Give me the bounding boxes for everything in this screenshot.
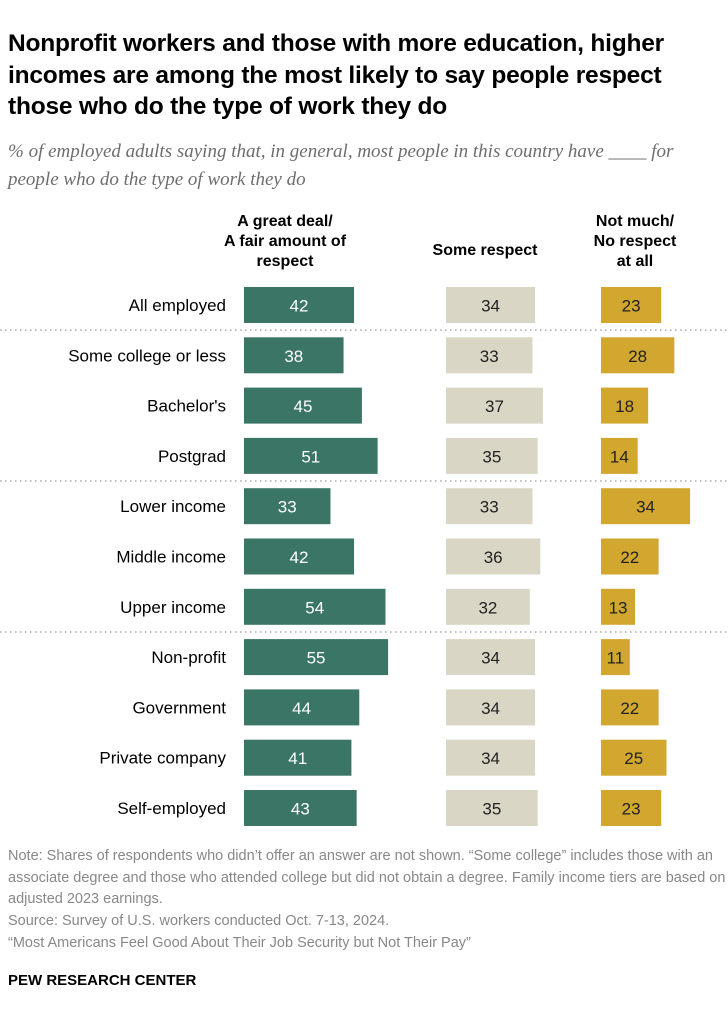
data-label: 11 [607,649,625,668]
category-label: Self-employed [117,799,226,818]
data-label: 43 [291,800,310,819]
category-label: Private company [99,749,226,768]
data-label: 33 [278,498,297,517]
data-label: 22 [620,548,639,567]
report-title: “Most Americans Feel Good About Their Jo… [8,934,471,951]
data-label: 32 [478,598,497,617]
pew-logo-text: PEW RESEARCH CENTER [8,972,197,989]
chart-subtitle: % of employed adults saying that, in gen… [8,141,674,190]
data-label: 34 [481,297,500,316]
data-label: 13 [609,598,628,617]
bar [446,488,533,525]
data-label: 34 [636,498,655,517]
bar [446,287,536,323]
bar [446,639,536,676]
data-label: 44 [292,699,311,718]
bar [601,739,667,776]
bar [601,287,662,323]
bar-chart: All employed 42 34 23 Some college or less 38… [0,287,728,826]
bar [446,437,538,474]
data-label: 36 [484,548,503,567]
bar [244,287,355,323]
data-label: 18 [615,397,634,416]
bar [244,337,344,374]
chart-title: Nonprofit workers and those with more ed… [8,30,665,120]
data-label: 28 [628,347,647,366]
bar [244,538,355,575]
data-label: 35 [482,447,501,466]
header-no-respect: Not much/ No respect at all [593,213,677,270]
bar [244,790,357,826]
bar [601,639,630,676]
bar [601,488,691,525]
data-label: 33 [480,347,499,366]
note-text: Note: Shares of respondents who didn’t o… [8,848,726,908]
data-label: 41 [288,749,307,768]
data-label: 35 [482,800,501,819]
data-label: 42 [290,297,309,316]
data-label: 38 [284,347,303,366]
bar [244,739,352,776]
category-label: Upper income [120,598,226,617]
data-label: 22 [620,699,639,718]
header-great-deal: A great deal/ A fair amount of respect [223,213,347,270]
bar [244,689,360,726]
bar [446,387,543,424]
bar [446,739,536,776]
data-label: 42 [290,548,309,567]
bar [601,387,649,424]
data-label: 34 [481,749,500,768]
bar [244,387,362,424]
data-label: 34 [481,649,500,668]
bar [601,437,638,474]
bar [244,488,331,525]
data-label: 23 [622,297,641,316]
bar [446,588,530,625]
bar [601,689,659,726]
data-label: 54 [305,598,324,617]
bar [601,337,675,374]
source-text: Source: Survey of U.S. workers conducted… [8,913,390,930]
bar [244,639,389,676]
category-label: Lower income [120,497,226,516]
bar [446,689,536,726]
data-label: 55 [307,649,326,668]
bar [601,538,659,575]
bar [446,337,533,374]
category-label: Middle income [116,548,226,567]
category-label: Non-profit [151,648,226,667]
footnote: Note: Shares of respondents who didn’t o… [8,846,728,955]
category-label: Government [132,698,226,717]
data-label: 33 [480,498,499,517]
bar [244,437,378,474]
bar [601,790,662,826]
data-label: 14 [610,447,629,466]
data-label: 51 [301,447,320,466]
category-label: Some college or less [68,346,226,365]
bar [446,790,538,826]
bar [601,588,636,625]
header-some-respect: Some respect [432,242,538,259]
data-label: 34 [481,699,500,718]
data-label: 37 [485,397,504,416]
category-label: All employed [129,296,226,315]
data-label: 45 [293,397,312,416]
data-label: 25 [624,749,643,768]
bar [446,538,541,575]
data-label: 23 [622,800,641,819]
bar [244,588,386,625]
category-label: Postgrad [158,447,226,466]
category-label: Bachelor's [147,397,226,416]
